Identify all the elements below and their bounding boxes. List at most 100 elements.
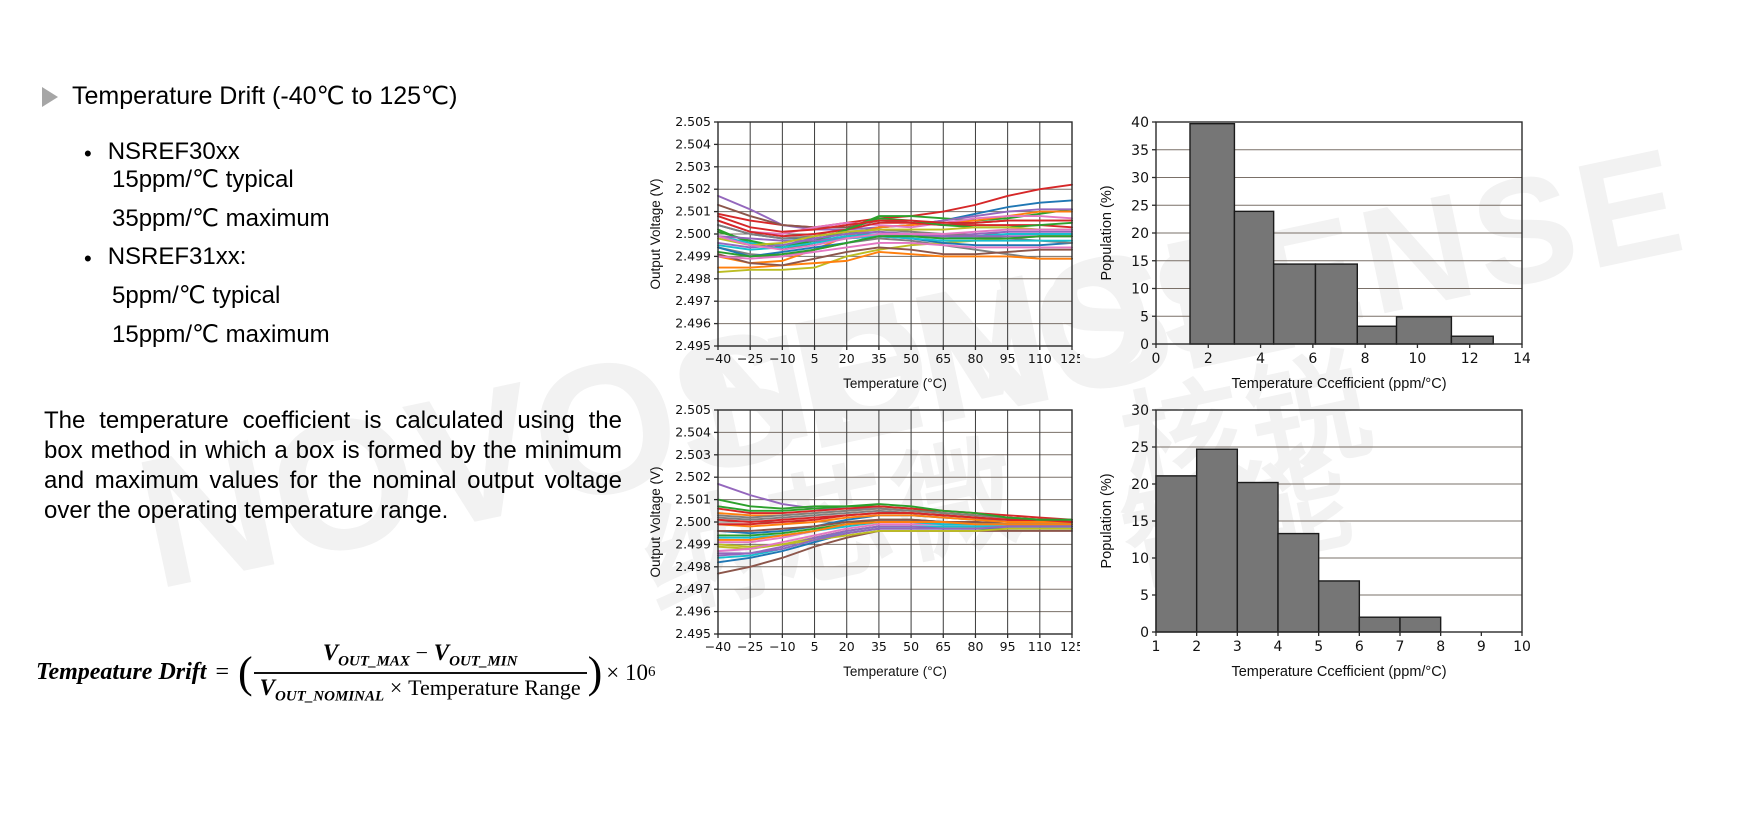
svg-text:80: 80 bbox=[968, 639, 984, 654]
svg-text:2.498: 2.498 bbox=[675, 559, 711, 574]
svg-text:5: 5 bbox=[1140, 309, 1149, 325]
formula-lhs: Tempeature Drift bbox=[36, 659, 207, 686]
triangle-bullet-icon bbox=[42, 86, 58, 107]
svg-text:20: 20 bbox=[1131, 226, 1149, 242]
slide-text-column: Temperature Drift (-40℃ to 125℃) • NSREF… bbox=[0, 0, 656, 826]
svg-text:10: 10 bbox=[1513, 639, 1530, 655]
heading-bullet-row: Temperature Drift (-40℃ to 125℃) bbox=[42, 84, 457, 109]
svg-text:4: 4 bbox=[1274, 639, 1283, 655]
formula-numerator: VOUT_MAX − VOUT_MIN bbox=[317, 640, 524, 672]
svg-text:Temperature (°C): Temperature (°C) bbox=[843, 664, 947, 679]
chart-tempco-histogram-nsref30xx: 0 5 10 15 20 25 30 35 40 0 2 4 6 8 10 12 14 Temperature C… bbox=[1098, 112, 1530, 392]
svg-text:Output Voltage (V): Output Voltage (V) bbox=[648, 466, 663, 577]
svg-text:80: 80 bbox=[968, 351, 984, 366]
svg-text:2.497: 2.497 bbox=[675, 293, 711, 308]
formula-fraction: VOUT_MAX − VOUT_MIN VOUT_NOMINAL × Tempe… bbox=[253, 640, 587, 706]
svg-text:30: 30 bbox=[1131, 171, 1149, 187]
svg-text:2.504: 2.504 bbox=[675, 424, 711, 439]
svg-text:95: 95 bbox=[1000, 351, 1016, 366]
formula-equals: = bbox=[215, 659, 229, 686]
formula-v-out-max: V bbox=[322, 640, 339, 665]
svg-text:2.501: 2.501 bbox=[675, 204, 711, 219]
svg-text:6: 6 bbox=[1308, 351, 1317, 367]
svg-text:110: 110 bbox=[1028, 351, 1052, 366]
svg-text:65: 65 bbox=[935, 351, 951, 366]
svg-text:2.495: 2.495 bbox=[675, 338, 711, 353]
svg-text:2.502: 2.502 bbox=[675, 469, 711, 484]
formula-denominator: VOUT_NOMINAL × Temperature Range bbox=[253, 671, 587, 706]
svg-text:Temperature (°C): Temperature (°C) bbox=[843, 376, 947, 391]
svg-text:110: 110 bbox=[1028, 639, 1052, 654]
svg-text:−25: −25 bbox=[737, 639, 763, 654]
svg-text:125: 125 bbox=[1060, 351, 1080, 366]
svg-text:10: 10 bbox=[1131, 282, 1149, 298]
svg-text:50: 50 bbox=[903, 639, 919, 654]
sub-bullet-label: NSREF31xx: bbox=[107, 243, 247, 270]
svg-text:40: 40 bbox=[1131, 115, 1149, 131]
svg-text:25: 25 bbox=[1131, 198, 1149, 214]
formula-v-out-min-sub: OUT_MIN bbox=[449, 653, 518, 670]
svg-text:2.504: 2.504 bbox=[675, 136, 711, 151]
svg-text:35: 35 bbox=[871, 351, 887, 366]
svg-text:35: 35 bbox=[871, 639, 887, 654]
sub-bullet-row: • NSREF30xx bbox=[84, 140, 240, 168]
svg-text:95: 95 bbox=[1000, 639, 1016, 654]
dot-bullet-icon: • bbox=[84, 141, 92, 166]
svg-text:0: 0 bbox=[1140, 625, 1149, 641]
svg-text:14: 14 bbox=[1513, 351, 1530, 367]
svg-text:125: 125 bbox=[1060, 639, 1080, 654]
svg-text:−25: −25 bbox=[737, 351, 763, 366]
svg-text:2.497: 2.497 bbox=[675, 581, 711, 596]
formula-exponent: 6 bbox=[648, 664, 656, 681]
chart-output-voltage-nsref30xx: 2.495 2.496 2.497 2.498 2.499 2.500 2.501 2.502… bbox=[648, 112, 1080, 392]
svg-text:2: 2 bbox=[1192, 639, 1201, 655]
svg-text:20: 20 bbox=[839, 351, 855, 366]
svg-text:2.496: 2.496 bbox=[675, 604, 711, 619]
formula-v-out-min: V bbox=[433, 640, 450, 665]
svg-text:7: 7 bbox=[1396, 639, 1405, 655]
svg-text:5: 5 bbox=[811, 351, 819, 366]
svg-text:2.496: 2.496 bbox=[675, 316, 711, 331]
formula-v-out-nominal: V bbox=[259, 674, 275, 700]
svg-text:5: 5 bbox=[811, 639, 819, 654]
body-paragraph: The temperature coefficient is calculate… bbox=[44, 407, 622, 524]
svg-text:Population (%): Population (%) bbox=[1099, 185, 1115, 280]
svg-text:2.499: 2.499 bbox=[675, 536, 711, 551]
svg-text:2.500: 2.500 bbox=[675, 226, 711, 241]
formula-times: × bbox=[389, 674, 403, 700]
svg-text:10: 10 bbox=[1131, 551, 1149, 567]
sub-bullet-detail: 15ppm/℃ typical bbox=[112, 166, 294, 193]
formula-open-paren: ( bbox=[237, 647, 253, 697]
svg-text:30: 30 bbox=[1131, 403, 1149, 419]
svg-text:2.505: 2.505 bbox=[675, 402, 711, 417]
sub-bullet-row: • NSREF31xx: bbox=[84, 245, 246, 273]
svg-text:2.502: 2.502 bbox=[675, 181, 711, 196]
formula-temperature-range: Temperature Range bbox=[408, 674, 581, 700]
svg-text:−40: −40 bbox=[705, 639, 731, 654]
svg-text:1: 1 bbox=[1152, 639, 1161, 655]
svg-text:Temperature Ccefficient (ppm/°: Temperature Ccefficient (ppm/°C) bbox=[1231, 664, 1446, 680]
sub-bullet-label: NSREF30xx bbox=[107, 138, 240, 165]
formula-close-paren: ) bbox=[587, 647, 603, 697]
svg-text:8: 8 bbox=[1361, 351, 1370, 367]
svg-text:0: 0 bbox=[1140, 337, 1149, 353]
svg-text:10: 10 bbox=[1409, 351, 1427, 367]
svg-text:65: 65 bbox=[935, 639, 951, 654]
svg-text:20: 20 bbox=[839, 639, 855, 654]
svg-text:9: 9 bbox=[1477, 639, 1486, 655]
svg-text:Output Voltage (V): Output Voltage (V) bbox=[648, 178, 663, 289]
svg-text:50: 50 bbox=[903, 351, 919, 366]
sub-bullet-detail: 35ppm/℃ maximum bbox=[112, 205, 330, 232]
page-title: Temperature Drift (-40℃ to 125℃) bbox=[72, 82, 458, 110]
dot-bullet-icon: • bbox=[84, 246, 92, 271]
svg-text:−10: −10 bbox=[769, 639, 795, 654]
svg-text:2.503: 2.503 bbox=[675, 159, 711, 174]
svg-text:20: 20 bbox=[1131, 477, 1149, 493]
chart-output-voltage-nsref31xx: 2.495 2.496 2.497 2.498 2.499 2.500 2.501 2.502… bbox=[648, 400, 1080, 680]
svg-text:4: 4 bbox=[1256, 351, 1265, 367]
svg-text:Population (%): Population (%) bbox=[1099, 473, 1115, 568]
svg-text:2.495: 2.495 bbox=[675, 626, 711, 641]
temperature-drift-formula: Tempeature Drift = ( VOUT_MAX − VOUT_MIN… bbox=[36, 640, 656, 705]
chart-tempco-histogram-nsref31xx: 0 5 10 15 20 25 30 1 2 3 4 5 6 7 8 9 10 Temperature Cceff… bbox=[1098, 400, 1530, 680]
svg-text:5: 5 bbox=[1314, 639, 1323, 655]
